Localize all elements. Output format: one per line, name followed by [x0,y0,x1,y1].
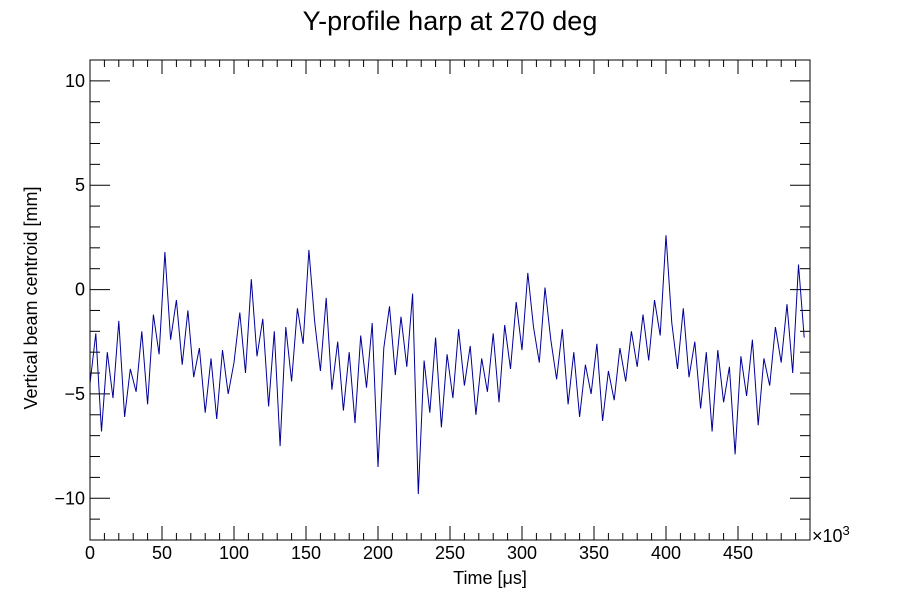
x-tick-label: 300 [507,543,537,563]
y-tick-label: −10 [54,488,85,508]
y-tick-label: −5 [64,384,85,404]
x-tick-label: 250 [435,543,465,563]
x-axis-label: Time [μs] [453,568,527,588]
y-tick-label: 5 [75,175,85,195]
x-tick-label: 450 [723,543,753,563]
x-tick-label: 0 [85,543,95,563]
x-tick-label: 400 [651,543,681,563]
y-axis-label: Vertical beam centroid [mm] [21,186,41,409]
x-tick-label: 100 [219,543,249,563]
y-tick-label: 10 [65,71,85,91]
x-exponent-base: ×10 [812,526,843,546]
axis-ticks [89,59,810,541]
series-line-centroid [89,235,805,495]
x-tick-label: 200 [363,543,393,563]
y-tick-label: 0 [75,280,85,300]
x-exponent-label: ×103 [812,523,850,546]
x-tick-labels: 0 50 100 150 200 250 300 350 400 450 [85,543,753,563]
y-tick-labels: −10 −5 0 5 10 [54,71,85,508]
x-exponent-power: 3 [843,523,850,538]
plot-frame [89,59,811,541]
x-tick-label: 350 [579,543,609,563]
x-tick-label: 150 [291,543,321,563]
x-tick-label: 50 [152,543,172,563]
data-series [89,235,805,495]
chart-title: Y-profile harp at 270 deg [303,6,598,36]
